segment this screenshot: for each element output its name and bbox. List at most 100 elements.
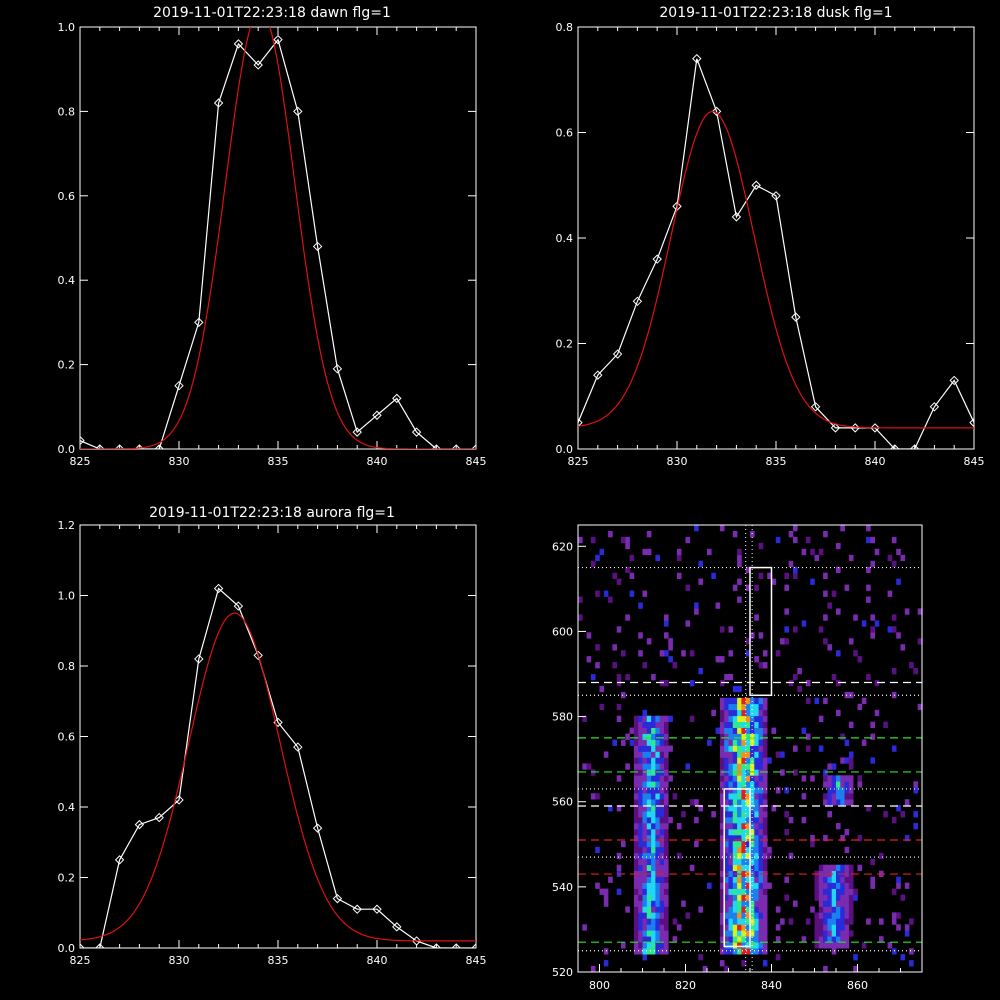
heatmap-cell [608,596,613,603]
heatmap-cell [724,930,729,937]
heatmap-cell [762,745,768,752]
heatmap-cell [668,656,673,663]
heatmap-cell [612,572,617,579]
heatmap-cell [711,709,716,717]
data-point-marker [652,254,662,264]
heatmap-cell [633,900,639,907]
heatmap-cell [728,745,734,752]
heatmap-cell [646,852,652,860]
heatmap-cell [595,644,600,651]
heatmap-cell [728,858,734,866]
heatmap-cell [758,542,764,550]
heatmap-cell [737,775,742,782]
heatmap-cell [655,805,660,812]
heatmap-cell [642,894,648,901]
heatmap-cell [853,894,858,901]
heatmap-cell [646,799,652,806]
heatmap-cell [810,548,815,556]
heatmap-cell [891,745,897,752]
heatmap-cell [904,924,910,931]
heatmap-cell [900,554,906,562]
heatmap-cell [754,709,759,717]
heatmap-cell [595,590,600,597]
heatmap-cell [762,799,768,806]
heatmap-cell [603,894,609,901]
y-tick-label: 540 [552,881,573,894]
heatmap-cell [608,531,613,538]
heatmap-cell [646,751,652,758]
heatmap-cell [719,793,725,800]
heatmap-cell [732,727,738,734]
heatmap-cell [719,656,725,663]
heatmap-cell [719,829,725,836]
heatmap-cell [659,751,665,758]
heatmap-cell [646,864,652,871]
heatmap-cell [793,745,798,752]
y-tick-label: 1.0 [58,21,76,34]
heatmap-cell [732,531,738,538]
y-tick-label: 0.6 [58,190,76,203]
heatmap-cell [685,620,691,627]
heatmap-cell [874,620,880,627]
heatmap-cell [728,715,734,722]
heatmap-cell [664,942,669,949]
heatmap-cell [805,697,811,705]
heatmap-cell [642,954,648,961]
data-point-marker [293,742,303,752]
heatmap-cell [754,763,759,770]
heatmap-cell [745,650,751,657]
heatmap-cell [823,834,828,842]
heatmap-cell [642,834,648,842]
heatmap-cell [762,781,768,788]
heatmap-cell [659,799,665,806]
heatmap-cell [750,793,755,800]
heatmap-cell [836,912,841,919]
heatmap-cell [750,936,755,943]
heatmap-cell [896,632,901,639]
heatmap-cell [689,799,695,806]
heatmap-cell [728,948,734,955]
data-point-marker [731,212,742,222]
heatmap-cell [758,662,764,669]
data-point-marker [80,943,85,948]
heatmap-cell [719,703,725,711]
heatmap-cell [625,674,630,681]
heatmap-cell [874,680,880,687]
heatmap-cell [818,912,824,919]
heatmap-cell [664,620,669,627]
heatmap-cell [758,930,764,937]
heatmap-cell [827,918,832,925]
aurora-panel: 2019-11-01T22:23:18 aurora flg=1 825 830 8… [58,505,487,967]
heatmap-cell [646,787,652,794]
heatmap-cell [659,829,665,836]
data-point-marker [372,410,382,420]
heatmap-cell [651,930,656,937]
heatmap-cell [724,912,729,919]
data-point-marker [411,427,422,437]
heatmap-cell [737,721,742,728]
heatmap-cell [775,906,781,913]
heatmap-cell [638,942,643,949]
heatmap-cell [818,715,824,722]
heatmap-cell [848,751,854,758]
heatmap-cell [651,805,656,812]
y-tick-label: 0.6 [58,731,76,744]
heatmap-cell [621,536,626,544]
heatmap-cell [784,811,789,818]
heatmap-cell [732,924,738,931]
heatmap-cell [664,793,669,800]
heatmap-cell [732,823,738,830]
heatmap-cell [698,954,703,961]
heatmap-cell [737,727,742,734]
heatmap-cell [659,876,665,883]
y-tick-label: 0.0 [58,942,76,955]
heatmap-cell [633,739,639,746]
heatmap-cell [659,775,665,782]
heatmap-cell [638,858,643,866]
heatmap-cell [715,727,721,734]
heatmap-cell [638,864,643,871]
heatmap-cell [831,882,837,889]
heatmap-cell [831,793,837,800]
heatmap-cell [831,936,837,943]
heatmap-cell [844,924,850,931]
